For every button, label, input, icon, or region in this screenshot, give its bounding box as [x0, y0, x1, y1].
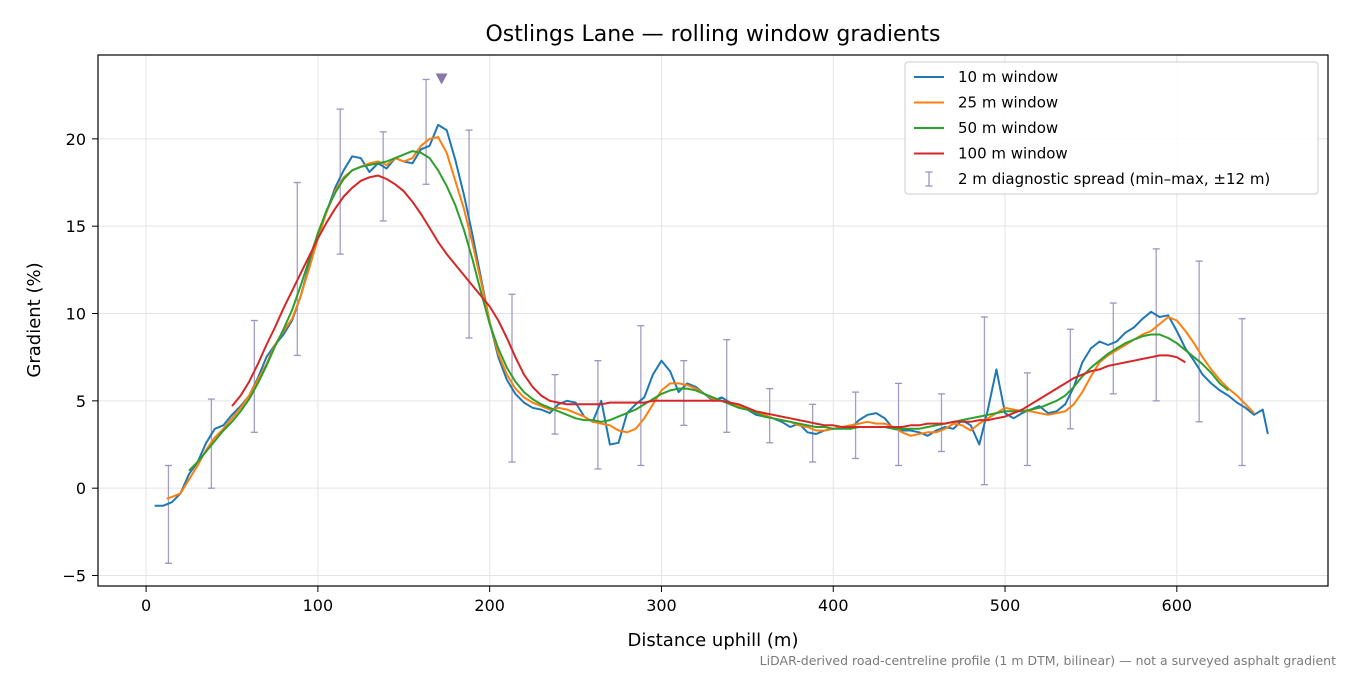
plot-frame [97, 54, 1329, 587]
errorbar [637, 325, 645, 467]
legend-box [904, 61, 1319, 195]
y-tick-label: 5 [76, 392, 86, 411]
footnote: LiDAR-derived road-centreline profile (1… [760, 653, 1336, 668]
peak-marker [435, 73, 448, 85]
legend-label-4: 100 m window [958, 145, 1068, 163]
errorbar [551, 373, 559, 435]
errorbar [250, 319, 258, 433]
errorbar [680, 360, 688, 426]
errorbar [1195, 260, 1203, 423]
legend: 10 m window 25 m window 50 m window 100 m w… [904, 61, 1319, 195]
errorbar [852, 391, 860, 460]
errorbar [1109, 302, 1117, 395]
errorbar [895, 382, 903, 467]
errorbar [1023, 372, 1031, 467]
errorbar [723, 339, 731, 433]
x-tick-label: 600 [1162, 596, 1193, 615]
series-line-3 [188, 150, 1230, 472]
errorbar [766, 387, 774, 444]
x-tick-label: 100 [303, 596, 334, 615]
legend-label-3: 50 m window [958, 119, 1058, 137]
x-axis-label: Distance uphill (m) [628, 630, 799, 651]
x-tick-label: 400 [818, 596, 849, 615]
x-tick-label: 200 [474, 596, 505, 615]
y-tick-label: −5 [62, 567, 86, 586]
errorbar [379, 131, 387, 222]
legend-label-1: 10 m window [958, 68, 1058, 86]
errorbar-group [164, 78, 1246, 564]
y-tick-label: 15 [66, 217, 86, 236]
legend-label-2: 25 m window [958, 94, 1058, 112]
errorbar [1238, 318, 1246, 467]
peak-marker-group [435, 73, 448, 85]
series-line-4 [231, 174, 1186, 428]
errorbar [508, 293, 516, 463]
y-axis-label: Gradient (%) [24, 262, 45, 377]
errorbar [1066, 328, 1074, 430]
series-lines [154, 123, 1269, 507]
chart-title: Ostlings Lane — rolling window gradients [485, 22, 940, 47]
y-tick-label: 0 [76, 479, 86, 498]
errorbar [164, 464, 172, 564]
errorbar [465, 129, 473, 339]
x-tick-label: 0 [141, 596, 151, 615]
errorbar [293, 181, 301, 357]
legend-label-errorbars: 2 m diagnostic spread (min–max, ±12 m) [958, 170, 1270, 188]
errorbar [980, 316, 988, 486]
y-tick-label: 20 [66, 130, 86, 149]
errorbar [594, 360, 602, 470]
y-axis-ticks: −5 0 5 10 15 20 [62, 130, 98, 586]
x-tick-label: 500 [990, 596, 1021, 615]
x-tick-label: 300 [646, 596, 677, 615]
y-tick-label: 10 [66, 305, 86, 324]
errorbar [1152, 248, 1160, 402]
x-axis-ticks: 0 100 200 300 400 500 600 [141, 586, 1192, 615]
errorbar [422, 78, 430, 185]
